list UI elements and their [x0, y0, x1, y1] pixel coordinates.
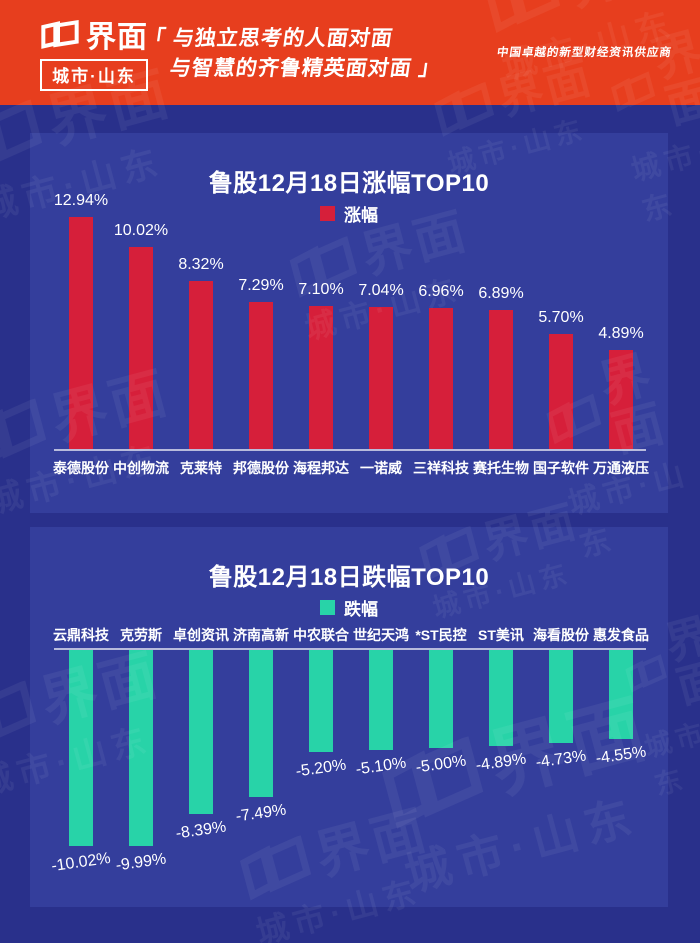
bar-category-label: 邦德股份 [233, 460, 289, 476]
bar-value-label: 8.32% [178, 256, 224, 273]
gainers-chart-title: 鲁股12月18日涨幅TOP10 [208, 170, 490, 197]
tagline: 中国卓越的新型财经资讯供应商 [496, 47, 673, 59]
bar-value-label: 4.89% [598, 325, 644, 342]
bar-value-label: 7.04% [358, 282, 404, 299]
bar [549, 334, 573, 449]
bar [489, 310, 513, 449]
bar-category-label: 国子软件 [533, 460, 589, 476]
bar-value-label: -7.49% [234, 801, 288, 826]
bar-category-label: 一诺威 [360, 460, 402, 476]
bar-category-label: 克劳斯 [120, 627, 162, 643]
bar-category-label: 三祥科技 [413, 460, 469, 476]
bar-category-label: 泰德股份 [53, 460, 109, 476]
bar-category-label: 海看股份 [533, 627, 589, 643]
bar-category-label: *ST民控 [415, 627, 467, 643]
bar-value-label: 7.10% [298, 281, 344, 298]
losers-panel: 鲁股12月18日跌幅TOP10 跌幅 -10.02% 云鼎科技 -9.99% 克劳斯 -… [30, 527, 668, 907]
bar [309, 306, 333, 449]
bar-category-label: 惠发食品 [593, 627, 649, 643]
losers-legend: 跌幅 [30, 595, 668, 620]
bar [129, 247, 153, 449]
bar [549, 650, 573, 743]
brand-block: 界面 城市·山东 [40, 19, 148, 91]
bar-value-label: 12.94% [53, 192, 109, 209]
bar-category-label: 中创物流 [113, 460, 169, 476]
bar-category-label: ST美讯 [478, 627, 524, 643]
bar [369, 650, 393, 750]
losers-axis-line [54, 648, 646, 650]
bar [189, 281, 213, 449]
bar-category-label: 万通液压 [593, 460, 649, 476]
brand-name: 界面 [86, 20, 148, 54]
bar-value-label: 5.70% [538, 309, 584, 326]
bar-category-label: 云鼎科技 [53, 627, 109, 643]
bar-category-label: 克莱特 [180, 460, 222, 476]
losers-chart-title: 鲁股12月18日跌幅TOP10 [208, 564, 490, 591]
gainers-axis-line [54, 449, 646, 451]
header-banner: 界面 城市·山东 「 与独立思考的人面对面 与智慧的齐鲁精英面对面 」 中国卓越… [0, 0, 700, 105]
losers-legend-swatch [320, 600, 335, 615]
bar [429, 650, 453, 748]
slogan-line-1: 「 与独立思考的人面对面 [142, 27, 395, 50]
bar [609, 350, 633, 449]
gainers-legend: 涨幅 [30, 201, 668, 226]
bar [609, 650, 633, 739]
jiemian-logo-icon [40, 19, 80, 55]
bar-value-label: 7.29% [238, 277, 284, 294]
brand-region-badge: 城市·山东 [40, 59, 148, 91]
bar [189, 650, 213, 814]
bar-category-label: 中农联合 [293, 627, 349, 643]
bar [129, 650, 153, 846]
slogan: 「 与独立思考的人面对面 与智慧的齐鲁精英面对面 」 [138, 24, 447, 84]
bar [429, 308, 453, 449]
bar [309, 650, 333, 752]
bar-category-label: 海程邦达 [293, 460, 349, 476]
bar [69, 650, 93, 846]
gainers-panel: 鲁股12月18日涨幅TOP10 涨幅 12.94% 泰德股份 10.02% 中创物流 8… [30, 133, 668, 513]
bar-category-label: 卓创资讯 [173, 627, 229, 643]
bar [249, 650, 273, 797]
slogan-line-2: 与智慧的齐鲁精英面对面 」 [168, 57, 443, 80]
bar [69, 217, 93, 449]
gainers-legend-label: 涨幅 [344, 206, 378, 225]
bar [249, 302, 273, 449]
gainers-legend-swatch [320, 206, 335, 221]
bar-value-label: 10.02% [113, 222, 169, 239]
gainers-plot-area: 12.94% 泰德股份 10.02% 中创物流 8.32% 克莱特 7.29% 邦德股份 7.1… [30, 133, 668, 513]
bar-category-label: 世纪天鸿 [353, 627, 409, 643]
bar-value-label: 6.96% [418, 283, 464, 300]
bar-category-label: 济南高新 [233, 627, 289, 643]
losers-legend-label: 跌幅 [344, 600, 378, 619]
bar-value-label: 6.89% [478, 285, 524, 302]
losers-plot-area: -10.02% 云鼎科技 -9.99% 克劳斯 -8.39% 卓创资讯 -7.49% 济南高新… [30, 527, 668, 907]
bar [369, 307, 393, 449]
bar [489, 650, 513, 746]
bar-category-label: 赛托生物 [473, 460, 529, 476]
